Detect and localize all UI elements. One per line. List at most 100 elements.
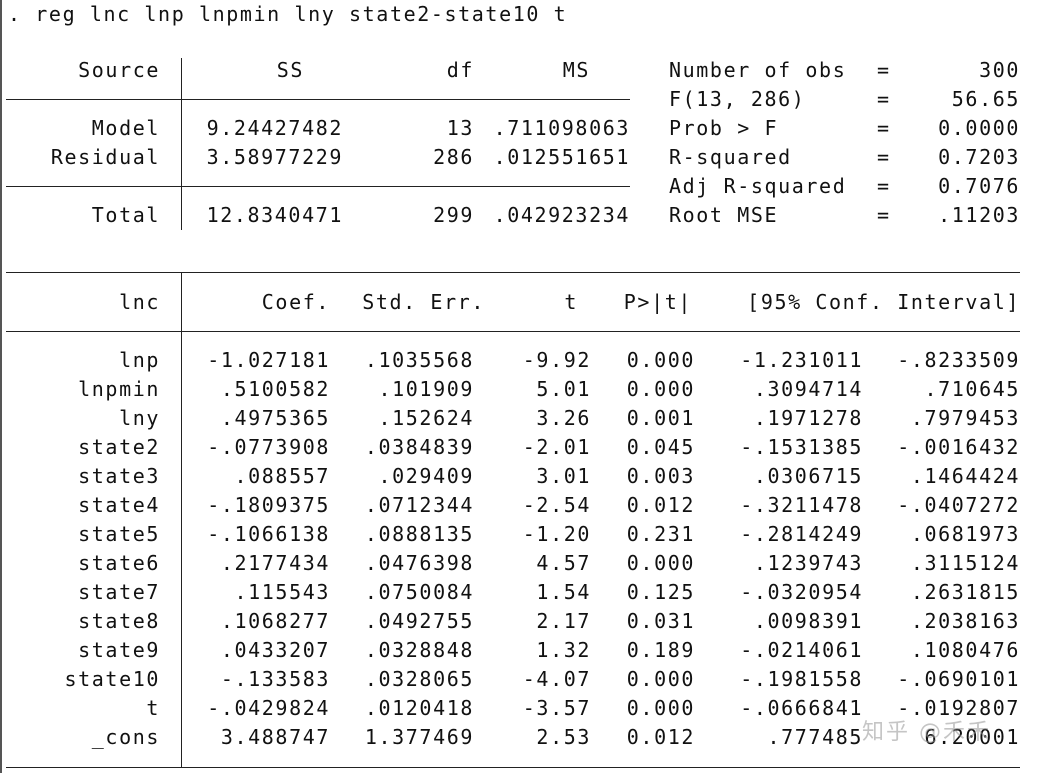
coef-var: state4 bbox=[78, 493, 160, 517]
stat-label-probf: Prob > F bbox=[669, 116, 779, 140]
coef-ci-lower: -.2814249 bbox=[740, 522, 863, 546]
coef-se: .0712344 bbox=[364, 493, 474, 517]
coef-header-coef: Coef. bbox=[261, 290, 330, 314]
anova-header-ss: SS bbox=[276, 58, 304, 82]
coef-ci-upper: -.0192807 bbox=[897, 696, 1020, 720]
coef-se: 1.377469 bbox=[364, 725, 474, 749]
anova-header-rule bbox=[6, 99, 630, 100]
anova-total-rule bbox=[6, 186, 630, 187]
coef-value: -.1809375 bbox=[207, 493, 330, 517]
stat-label-rmse: Root MSE bbox=[669, 203, 779, 227]
coef-se: .0476398 bbox=[364, 551, 474, 575]
coef-ci-upper: .1464424 bbox=[910, 464, 1020, 488]
coef-t: 2.17 bbox=[536, 609, 591, 633]
coef-ci-upper: .0681973 bbox=[910, 522, 1020, 546]
coef-se: .029409 bbox=[378, 464, 474, 488]
stat-value-nobs: 300 bbox=[979, 58, 1020, 82]
coef-t: 1.54 bbox=[536, 580, 591, 604]
coef-se: .0750084 bbox=[364, 580, 474, 604]
coef-ci-upper: -.0016432 bbox=[897, 435, 1020, 459]
anova-source-residual: Residual bbox=[50, 145, 160, 169]
coef-value: .2177434 bbox=[220, 551, 330, 575]
command-line: . reg lnc lnp lnpmin lny state2-state10 … bbox=[8, 2, 568, 26]
anova-ss-model: 9.24427482 bbox=[206, 116, 343, 140]
coef-var: state6 bbox=[78, 551, 160, 575]
coef-ci-lower: -.3211478 bbox=[740, 493, 863, 517]
coef-p: 0.189 bbox=[626, 638, 695, 662]
stat-label-f: F(13, 286) bbox=[669, 87, 806, 111]
coef-ci-lower: .0306715 bbox=[753, 464, 863, 488]
stat-label-r2: R-squared bbox=[669, 145, 792, 169]
coef-se: .0328065 bbox=[364, 667, 474, 691]
coef-se: .0492755 bbox=[364, 609, 474, 633]
coef-t: -2.01 bbox=[522, 435, 591, 459]
coef-ci-lower: .0098391 bbox=[753, 609, 863, 633]
coef-var: state2 bbox=[78, 435, 160, 459]
stat-label-nobs: Number of obs bbox=[669, 58, 847, 82]
coef-header-var: lnc bbox=[119, 290, 160, 314]
coef-header-ci: [95% Conf. Interval] bbox=[747, 290, 1020, 314]
coef-value: -.133583 bbox=[220, 667, 330, 691]
coef-ci-lower: -.1531385 bbox=[740, 435, 863, 459]
coef-ci-upper: 6.20001 bbox=[924, 725, 1020, 749]
coef-value: 3.488747 bbox=[220, 725, 330, 749]
coef-ci-upper: .2038163 bbox=[910, 609, 1020, 633]
coef-p: 0.000 bbox=[626, 551, 695, 575]
anova-source-total: Total bbox=[91, 203, 160, 227]
coef-ci-lower: -1.231011 bbox=[740, 348, 863, 372]
stat-value-f: 56.65 bbox=[951, 87, 1020, 111]
coef-ci-upper: .710645 bbox=[924, 377, 1020, 401]
coef-t: 3.01 bbox=[536, 464, 591, 488]
stat-eq-rmse: = bbox=[877, 203, 891, 227]
coef-p: 0.000 bbox=[626, 667, 695, 691]
coef-value: .115543 bbox=[234, 580, 330, 604]
coef-se: .152624 bbox=[378, 406, 474, 430]
anova-header-source: Source bbox=[78, 58, 160, 82]
coef-p: 0.000 bbox=[626, 377, 695, 401]
anova-ss-total: 12.8340471 bbox=[206, 203, 343, 227]
coef-se: .1035568 bbox=[364, 348, 474, 372]
stat-eq-f: = bbox=[877, 87, 891, 111]
coef-value: -.0773908 bbox=[207, 435, 330, 459]
coef-se: .101909 bbox=[378, 377, 474, 401]
coef-var: state10 bbox=[64, 667, 160, 691]
stat-label-adjr2: Adj R-squared bbox=[669, 174, 847, 198]
anova-ms-total: .042923234 bbox=[493, 203, 630, 227]
window-left-border bbox=[0, 0, 2, 773]
coef-t: -3.57 bbox=[522, 696, 591, 720]
coef-value: -1.027181 bbox=[207, 348, 330, 372]
coef-value: .5100582 bbox=[220, 377, 330, 401]
anova-ms-model: .711098063 bbox=[493, 116, 630, 140]
coef-p: 0.125 bbox=[626, 580, 695, 604]
coef-t: 4.57 bbox=[536, 551, 591, 575]
coef-t: -2.54 bbox=[522, 493, 591, 517]
stat-eq-adjr2: = bbox=[877, 174, 891, 198]
coef-var: lny bbox=[119, 406, 160, 430]
watermark: 知乎 @禾禾 bbox=[862, 720, 991, 745]
coef-ci-lower: .1239743 bbox=[753, 551, 863, 575]
coef-ci-upper: .3115124 bbox=[910, 551, 1020, 575]
stat-value-probf: 0.0000 bbox=[938, 116, 1020, 140]
coef-var: _cons bbox=[91, 725, 160, 749]
coef-vertical-rule bbox=[181, 272, 182, 768]
coef-ci-lower: -.0320954 bbox=[740, 580, 863, 604]
coef-var: state5 bbox=[78, 522, 160, 546]
coef-p: 0.045 bbox=[626, 435, 695, 459]
anova-header-ms: MS bbox=[562, 58, 590, 82]
stat-value-adjr2: 0.7076 bbox=[938, 174, 1020, 198]
coef-var: state9 bbox=[78, 638, 160, 662]
coef-value: .088557 bbox=[234, 464, 330, 488]
coef-ci-lower: .1971278 bbox=[753, 406, 863, 430]
coef-var: state7 bbox=[78, 580, 160, 604]
anova-df-total: 299 bbox=[433, 203, 474, 227]
coef-ci-lower: -.1981558 bbox=[740, 667, 863, 691]
coef-header-se: Std. Err. bbox=[362, 290, 485, 314]
stat-value-rmse: .11203 bbox=[938, 203, 1020, 227]
coef-t: -1.20 bbox=[522, 522, 591, 546]
coef-t: -4.07 bbox=[522, 667, 591, 691]
coef-p: 0.000 bbox=[626, 348, 695, 372]
anova-df-model: 13 bbox=[446, 116, 474, 140]
coef-ci-lower: -.0214061 bbox=[740, 638, 863, 662]
coef-se: .0120418 bbox=[364, 696, 474, 720]
coef-top-rule bbox=[6, 272, 1020, 273]
